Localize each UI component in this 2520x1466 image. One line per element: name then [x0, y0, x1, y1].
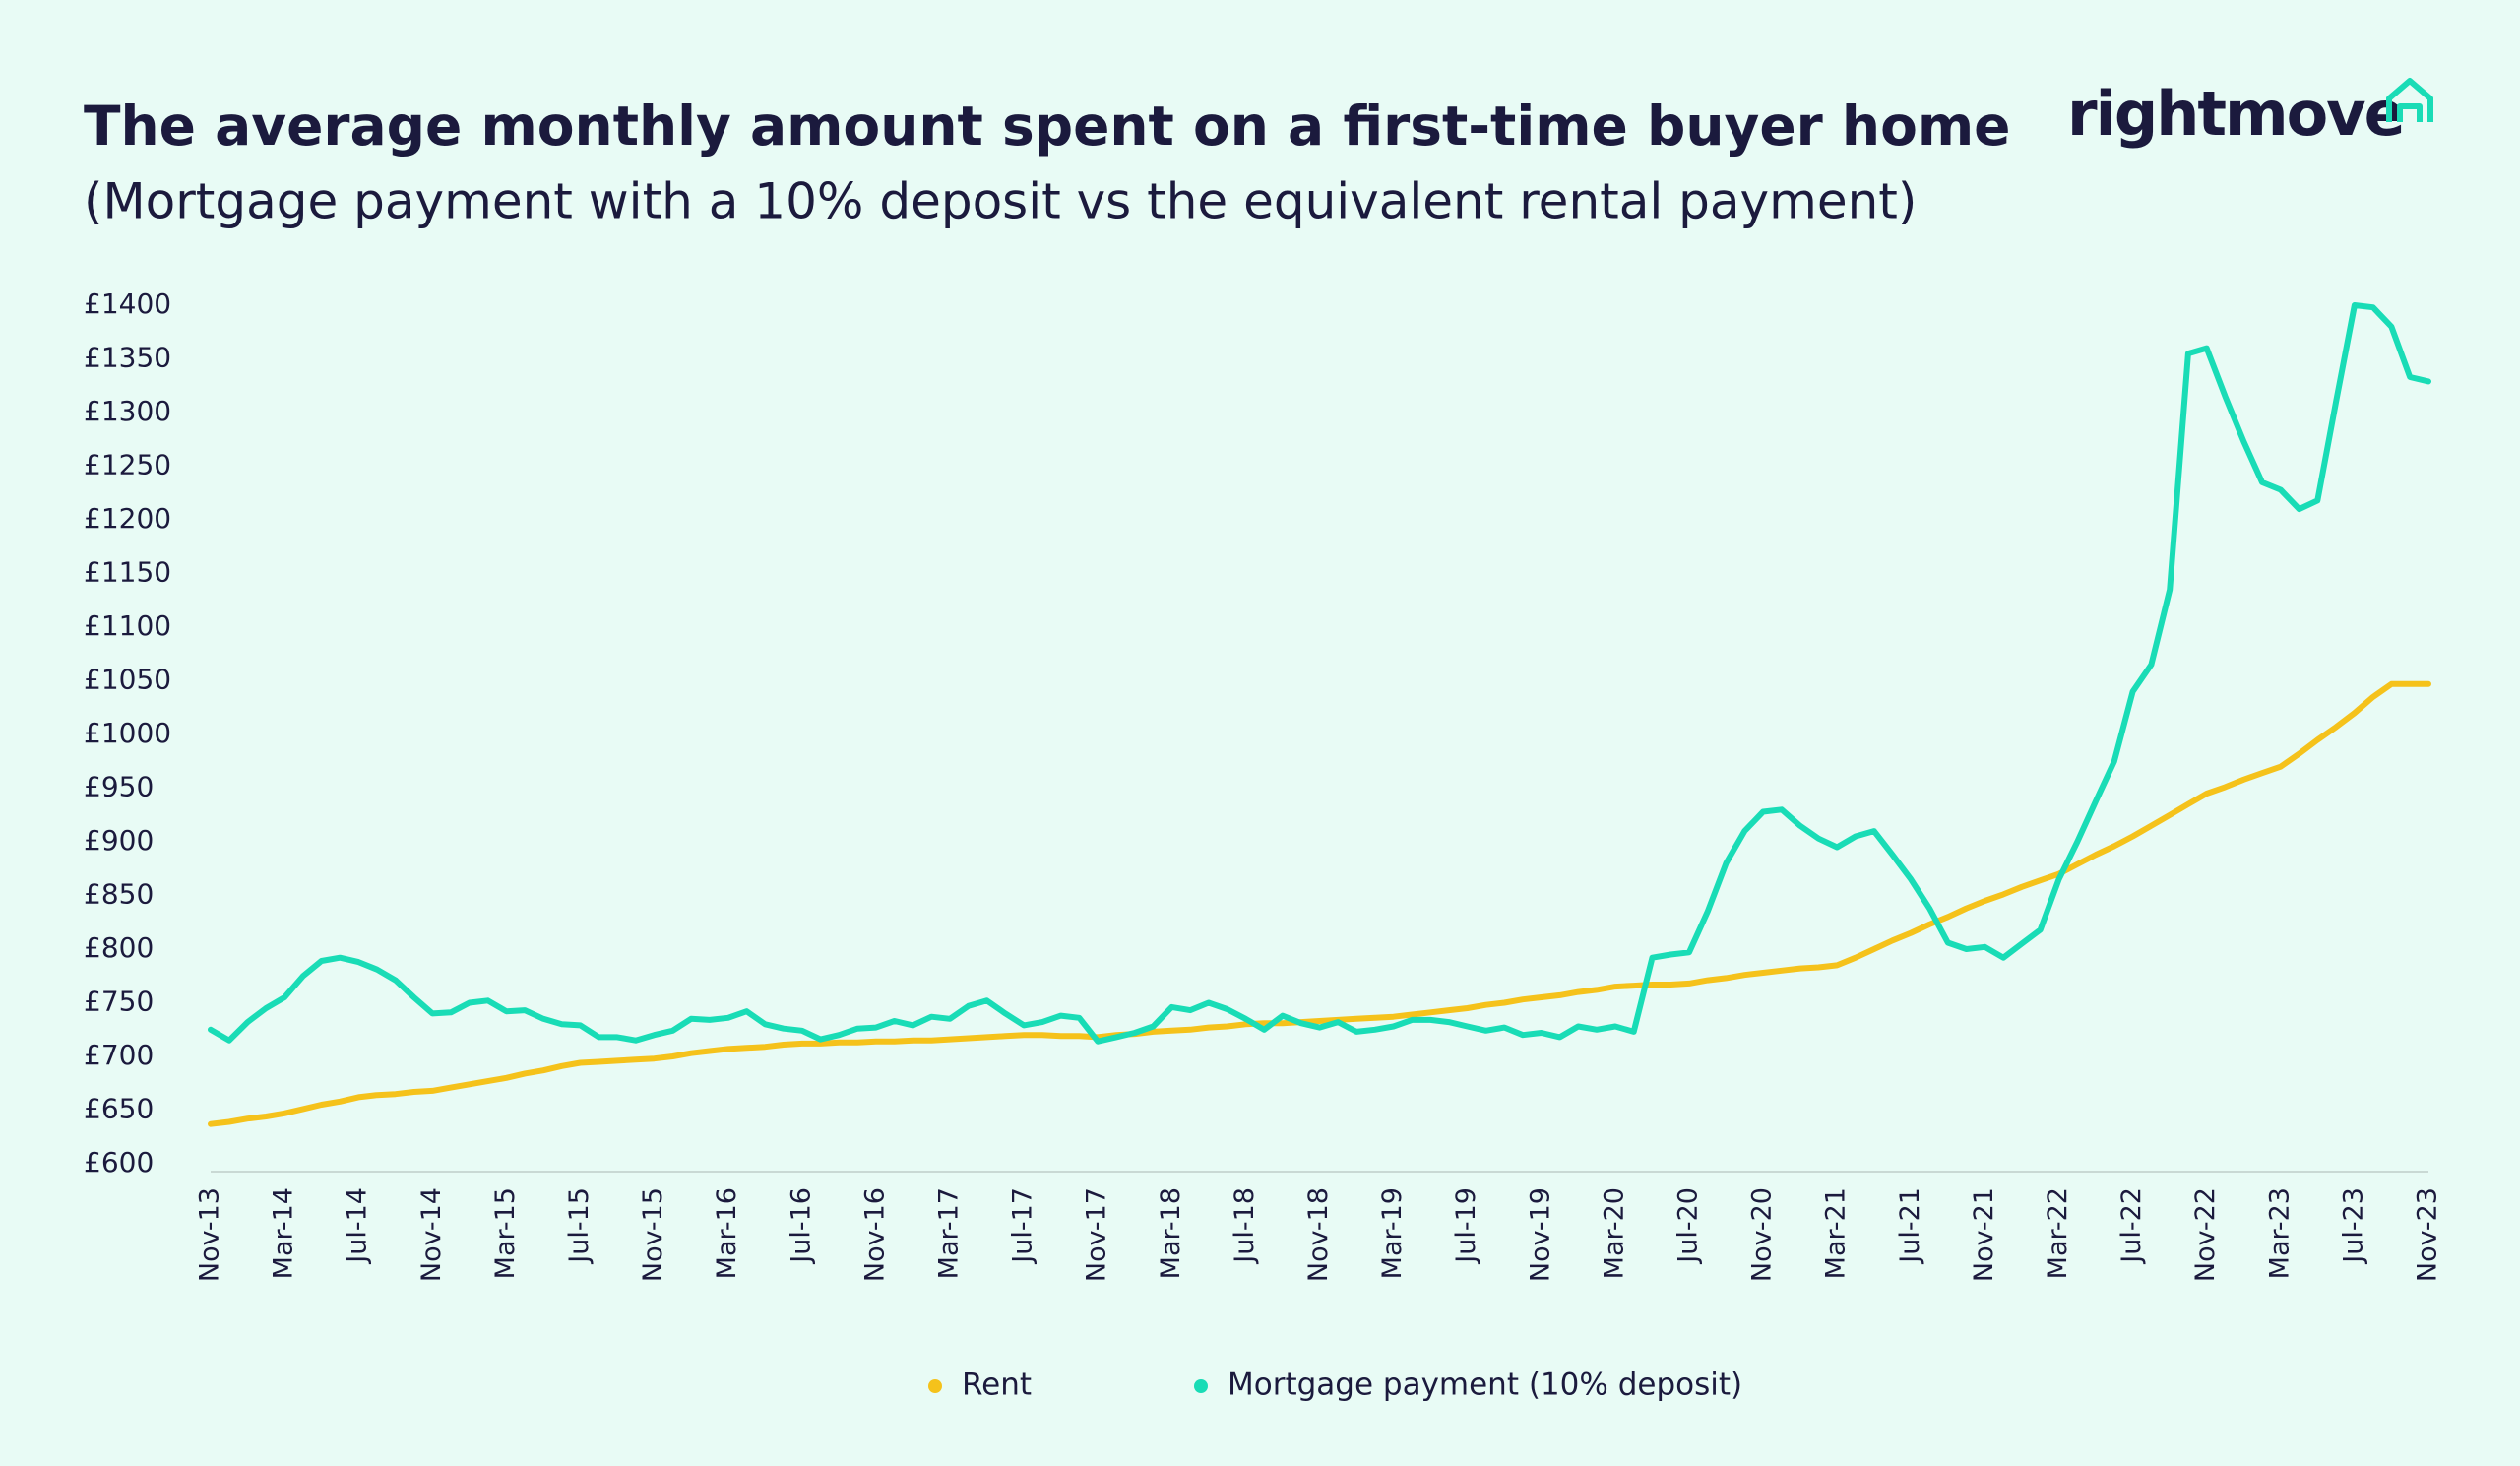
x-tick-label: Mar-22: [2043, 1187, 2073, 1279]
y-tick-label: £850: [84, 878, 154, 911]
x-tick-label: Nov-14: [416, 1187, 447, 1282]
x-tick-label: Nov-15: [638, 1187, 668, 1282]
legend-marker: [1194, 1379, 1208, 1393]
x-tick-label: Mar-15: [490, 1187, 521, 1279]
y-tick-label: £800: [84, 931, 154, 964]
y-tick-label: £1350: [84, 342, 171, 374]
y-tick-label: £650: [84, 1093, 154, 1125]
x-tick-label: Jul-21: [1895, 1187, 1925, 1265]
x-tick-label: Nov-13: [195, 1187, 225, 1282]
y-tick-label: £1200: [84, 502, 171, 535]
x-tick-label: Nov-21: [1969, 1187, 1999, 1282]
x-tick-label: Nov-20: [1747, 1187, 1778, 1282]
y-tick-label: £1050: [84, 664, 171, 696]
line: [208, 302, 2431, 1045]
y-tick-label: £950: [84, 771, 154, 803]
x-tick-label: Mar-17: [934, 1187, 965, 1279]
x-tick-label: Jul-15: [564, 1187, 595, 1265]
y-tick-label: £1150: [84, 556, 171, 589]
x-tick-label: Mar-19: [1377, 1187, 1408, 1279]
x-tick-label: Jul-17: [1008, 1187, 1039, 1265]
x-tick-label: Mar-20: [1599, 1187, 1629, 1279]
y-tick-label: £1000: [84, 717, 171, 749]
x-tick-label: Nov-23: [2413, 1187, 2443, 1282]
y-tick-label: £750: [84, 986, 154, 1018]
x-tick-label: Nov-18: [1303, 1187, 1334, 1282]
y-tick-label: £1400: [84, 287, 171, 320]
x-tick-label: Nov-19: [1525, 1187, 1555, 1282]
legend-label: Rent: [962, 1368, 1032, 1403]
legend-label: Mortgage payment (10% deposit): [1228, 1368, 1742, 1403]
chart-title: The average monthly amount spent on a fi…: [84, 95, 2010, 158]
x-tick-label: Nov-17: [1082, 1187, 1112, 1282]
y-tick-label: £1250: [84, 449, 171, 481]
x-tick-label: Mar-18: [1156, 1187, 1186, 1279]
y-tick-label: £1300: [84, 395, 171, 427]
y-tick-label: £1100: [84, 609, 171, 642]
x-tick-label: Jul-16: [786, 1187, 816, 1265]
x-tick-label: Mar-14: [269, 1187, 299, 1279]
chart-subtitle: (Mortgage payment with a 10% deposit vs …: [84, 173, 1917, 230]
x-tick-label: Jul-14: [343, 1187, 373, 1265]
legend-marker: [928, 1379, 942, 1393]
x-tick-label: Jul-23: [2338, 1187, 2368, 1265]
y-tick-label: £700: [84, 1039, 154, 1071]
y-tick-label: £900: [84, 824, 154, 857]
x-tick-label: Jul-20: [1673, 1187, 1704, 1265]
logo: rightmove: [2067, 78, 2404, 150]
x-tick-label: Mar-23: [2264, 1187, 2295, 1279]
x-tick-label: Nov-16: [859, 1187, 890, 1282]
x-tick-label: Jul-18: [1229, 1187, 1260, 1265]
x-tick-label: Mar-21: [1821, 1187, 1852, 1279]
logo-icon: [2386, 78, 2433, 122]
x-tick-label: Jul-19: [1451, 1187, 1481, 1265]
x-tick-label: Jul-22: [2116, 1187, 2147, 1265]
x-tick-label: Mar-16: [712, 1187, 742, 1279]
x-tick-label: Nov-22: [2190, 1187, 2221, 1282]
y-tick-label: £600: [84, 1146, 154, 1179]
